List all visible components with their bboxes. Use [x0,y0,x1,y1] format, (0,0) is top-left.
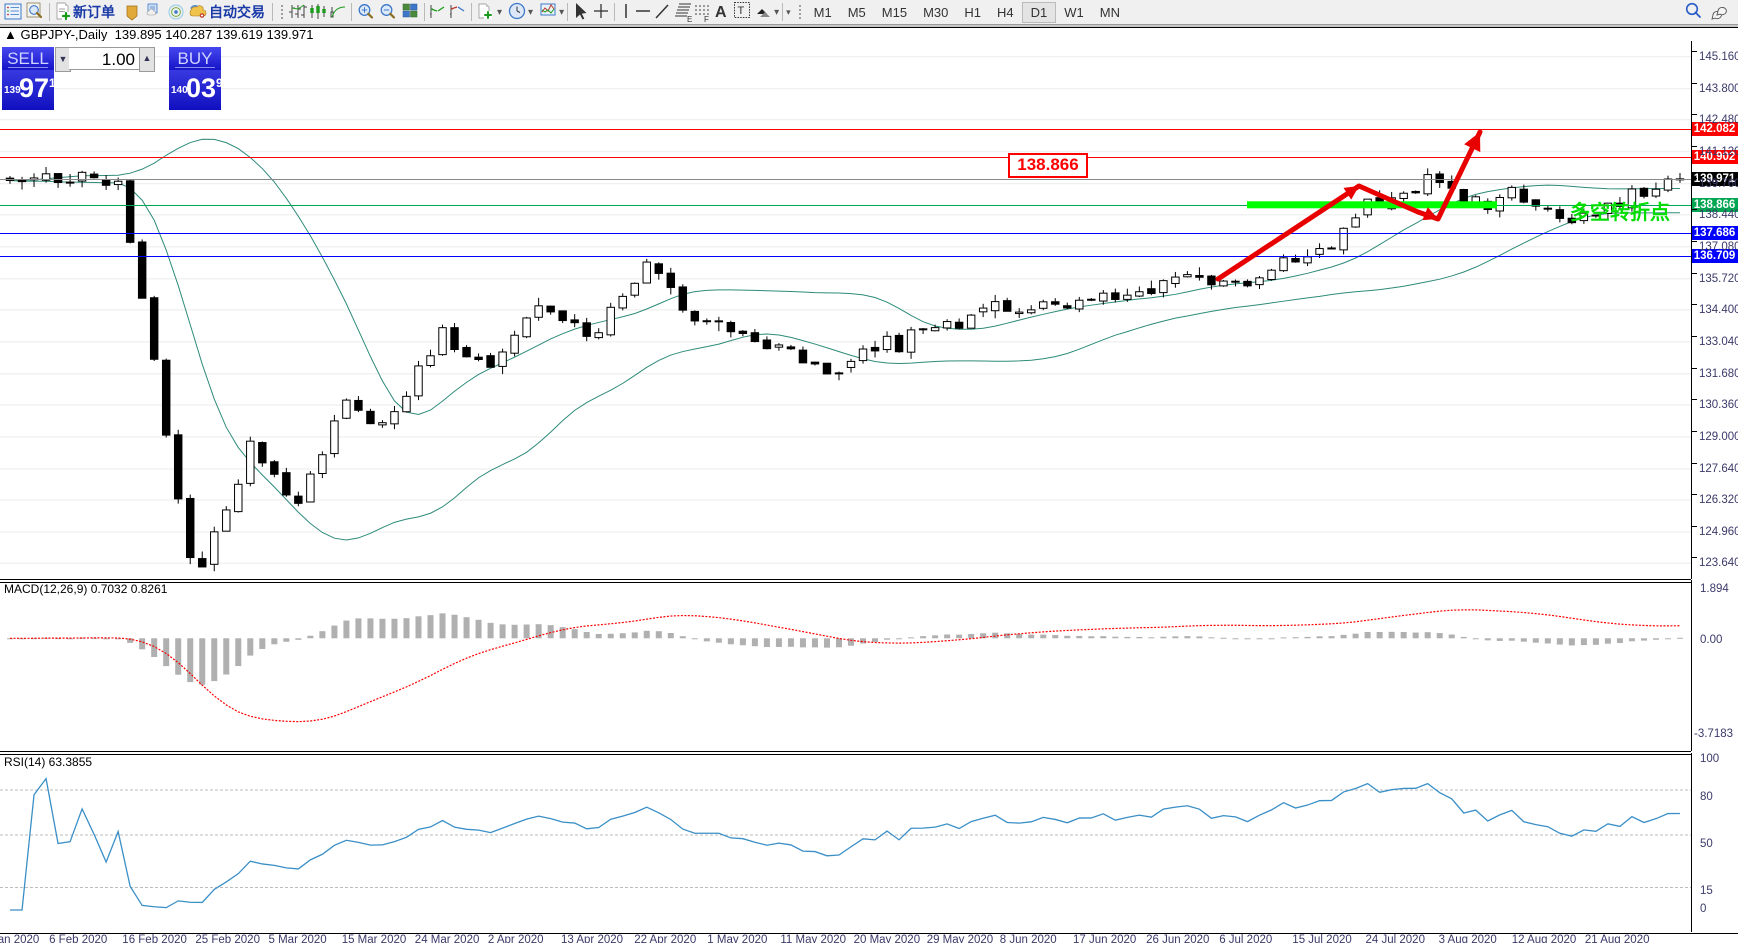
svg-text:T: T [738,5,745,17]
svg-text:F: F [704,15,709,24]
svg-text:A: A [715,4,727,21]
